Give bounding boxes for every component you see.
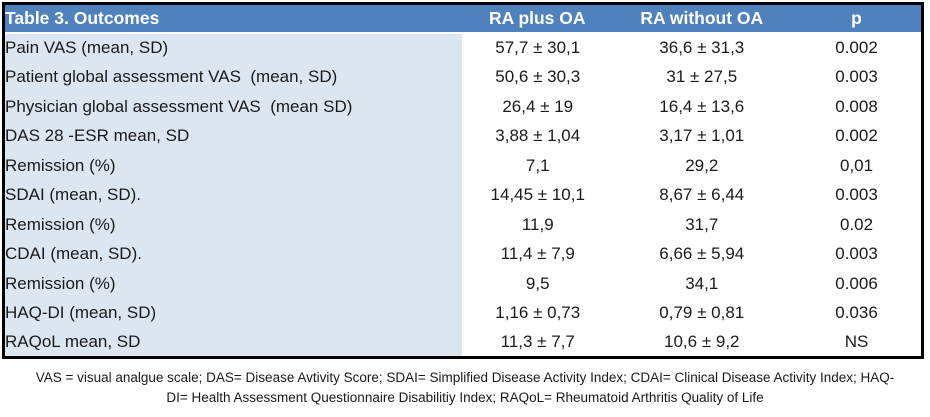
value-ra-plus-oa: 11,4 ± 7,9	[463, 239, 612, 269]
column-header-p: p	[792, 3, 923, 34]
value-p: 0.003	[792, 239, 923, 269]
table-row: Pain VAS (mean, SD) 57,7 ± 30,1 36,6 ± 3…	[3, 33, 923, 63]
row-label: RAQoL mean, SD	[3, 328, 464, 358]
value-ra-plus-oa: 11,3 ± 7,7	[463, 328, 612, 358]
table-row: Patient global assessment VAS (mean, SD)…	[3, 62, 923, 92]
row-label: Physician global assessment VAS (mean SD…	[3, 92, 464, 122]
value-p: 0.002	[792, 33, 923, 63]
value-ra-without-oa: 8,67 ± 6,44	[611, 180, 793, 210]
value-p: 0.008	[792, 92, 923, 122]
value-ra-without-oa: 29,2	[611, 151, 793, 181]
table-row: RAQoL mean, SD 11,3 ± 7,7 10,6 ± 9,2 NS	[3, 328, 923, 358]
value-p: 0.02	[792, 210, 923, 240]
value-p: 0.036	[792, 298, 923, 328]
outcomes-table: Table 3. Outcomes RA plus OA RA without …	[2, 2, 924, 359]
value-p: 0.003	[792, 180, 923, 210]
row-label: DAS 28 -ESR mean, SD	[3, 121, 464, 151]
value-ra-without-oa: 3,17 ± 1,01	[611, 121, 793, 151]
row-label: Pain VAS (mean, SD)	[3, 33, 464, 63]
table-footnote: VAS = visual analgue scale; DAS= Disease…	[0, 368, 930, 408]
footnote-line-1: VAS = visual analgue scale; DAS= Disease…	[35, 370, 895, 385]
table-header-row: Table 3. Outcomes RA plus OA RA without …	[3, 3, 923, 34]
value-p: 0.003	[792, 62, 923, 92]
value-ra-without-oa: 10,6 ± 9,2	[611, 328, 793, 358]
value-ra-without-oa: 31,7	[611, 210, 793, 240]
column-header-ra-without-oa: RA without OA	[611, 3, 793, 34]
value-p: NS	[792, 328, 923, 358]
table-row: Physician global assessment VAS (mean SD…	[3, 92, 923, 122]
column-header-ra-plus-oa: RA plus OA	[463, 3, 612, 34]
table-row: Remission (%) 11,9 31,7 0.02	[3, 210, 923, 240]
table-row: SDAI (mean, SD). 14,45 ± 10,1 8,67 ± 6,4…	[3, 180, 923, 210]
row-label: Remission (%)	[3, 269, 464, 299]
footnote-line-2: DI= Health Assessment Questionnaire Disa…	[166, 390, 764, 405]
table-row: Remission (%) 7,1 29,2 0,01	[3, 151, 923, 181]
row-label: Remission (%)	[3, 151, 464, 181]
table-row: Remission (%) 9,5 34,1 0.006	[3, 269, 923, 299]
value-ra-without-oa: 16,4 ± 13,6	[611, 92, 793, 122]
value-p: 0.002	[792, 121, 923, 151]
value-p: 0,01	[792, 151, 923, 181]
row-label: SDAI (mean, SD).	[3, 180, 464, 210]
value-ra-plus-oa: 9,5	[463, 269, 612, 299]
value-ra-plus-oa: 1,16 ± 0,73	[463, 298, 612, 328]
value-ra-plus-oa: 14,45 ± 10,1	[463, 180, 612, 210]
value-ra-without-oa: 31 ± 27,5	[611, 62, 793, 92]
value-ra-without-oa: 6,66 ± 5,94	[611, 239, 793, 269]
table-row: DAS 28 -ESR mean, SD 3,88 ± 1,04 3,17 ± …	[3, 121, 923, 151]
row-label: HAQ-DI (mean, SD)	[3, 298, 464, 328]
value-ra-without-oa: 0,79 ± 0,81	[611, 298, 793, 328]
row-label: CDAI (mean, SD).	[3, 239, 464, 269]
value-ra-plus-oa: 50,6 ± 30,3	[463, 62, 612, 92]
value-ra-plus-oa: 7,1	[463, 151, 612, 181]
row-label: Remission (%)	[3, 210, 464, 240]
value-ra-without-oa: 34,1	[611, 269, 793, 299]
value-ra-plus-oa: 3,88 ± 1,04	[463, 121, 612, 151]
value-ra-plus-oa: 11,9	[463, 210, 612, 240]
value-p: 0.006	[792, 269, 923, 299]
table-title: Table 3. Outcomes	[3, 3, 463, 34]
row-label: Patient global assessment VAS (mean, SD)	[3, 62, 464, 92]
table-row: HAQ-DI (mean, SD) 1,16 ± 0,73 0,79 ± 0,8…	[3, 298, 923, 328]
value-ra-plus-oa: 26,4 ± 19	[463, 92, 612, 122]
value-ra-plus-oa: 57,7 ± 30,1	[463, 33, 612, 63]
value-ra-without-oa: 36,6 ± 31,3	[611, 33, 793, 63]
table-row: CDAI (mean, SD). 11,4 ± 7,9 6,66 ± 5,94 …	[3, 239, 923, 269]
